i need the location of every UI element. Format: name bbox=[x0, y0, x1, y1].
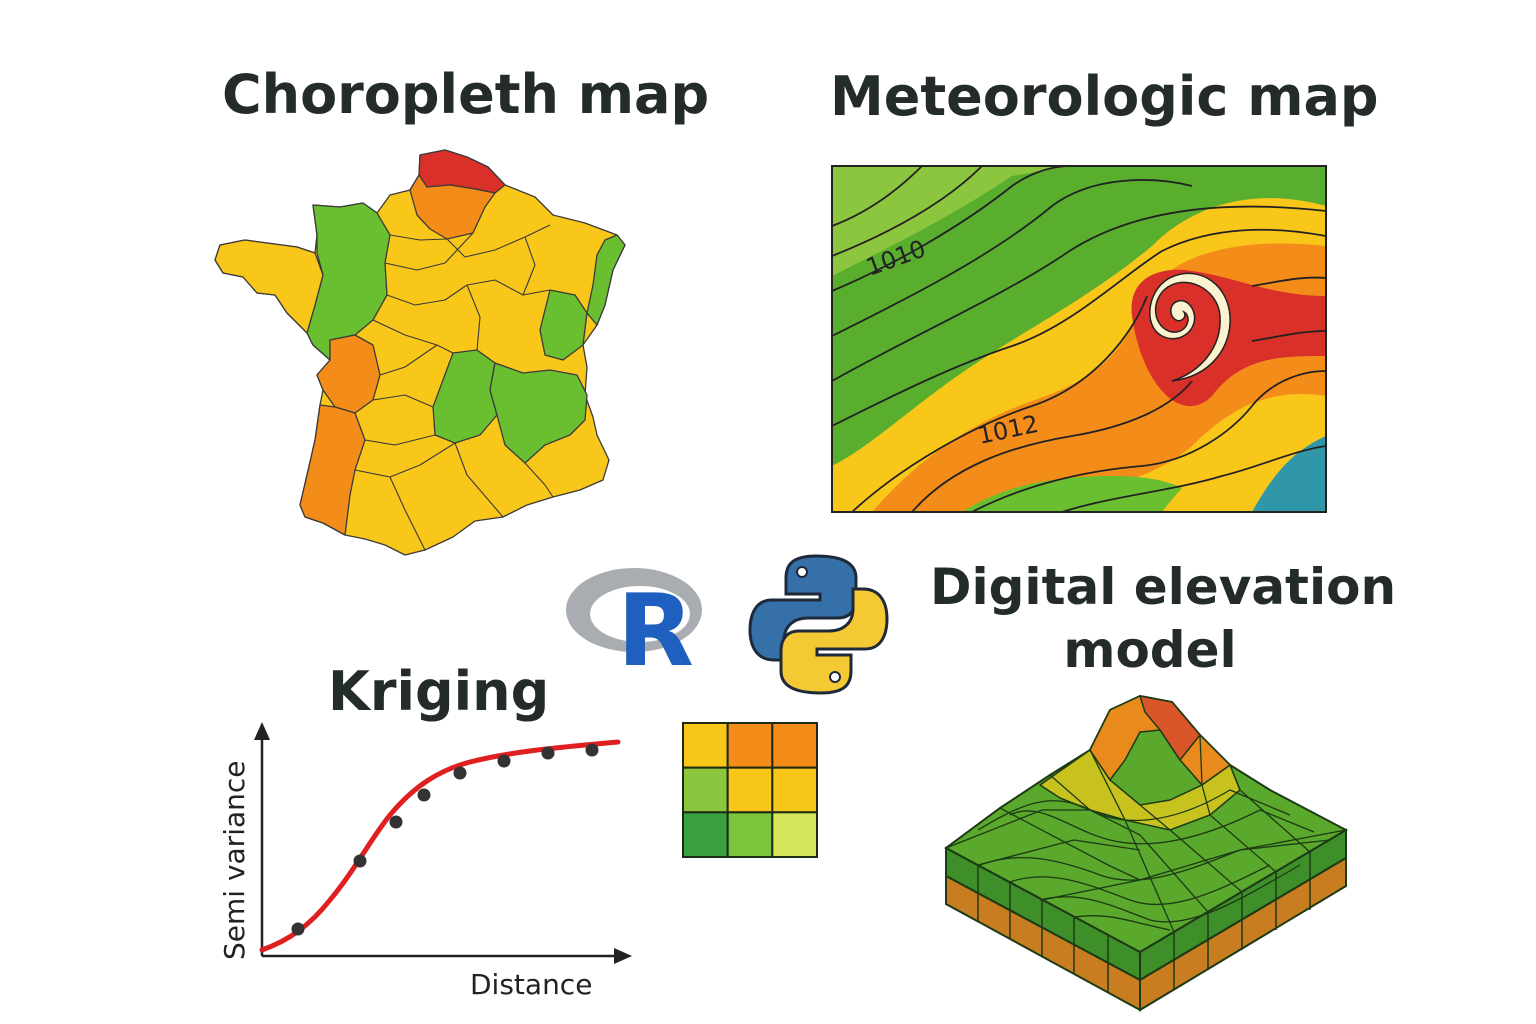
dem-title: Digital elevation model bbox=[930, 556, 1396, 681]
raster-cell bbox=[771, 811, 819, 859]
cyclone-swirl bbox=[1149, 272, 1231, 382]
meteo-corner-blue bbox=[1252, 436, 1326, 512]
meteorologic-title: Meteorologic map bbox=[830, 65, 1379, 128]
kriging-model-curve bbox=[259, 739, 621, 953]
meteo-band-green bbox=[832, 166, 1326, 466]
kriging-ylabel: Semi variance bbox=[218, 761, 251, 961]
kriging-point bbox=[541, 746, 555, 760]
kriging-point bbox=[417, 788, 431, 802]
region-east-green bbox=[539, 289, 588, 361]
kriging-point bbox=[497, 754, 511, 768]
raster-cell bbox=[682, 811, 729, 859]
dem-title-line2: model bbox=[1063, 620, 1237, 679]
region-picardie bbox=[409, 174, 496, 240]
raster-cell bbox=[771, 722, 819, 769]
meteo-bottom-green bbox=[962, 476, 1212, 512]
region-bretagne bbox=[214, 239, 324, 334]
r-logo-letter: R bbox=[617, 572, 694, 689]
kriging-title: Kriging bbox=[328, 660, 550, 723]
python-logo-yellow bbox=[779, 587, 889, 695]
meteorologic-map: 1010 1012 bbox=[831, 165, 1327, 513]
region-alsace bbox=[586, 234, 626, 326]
kriging-point bbox=[585, 743, 599, 757]
kriging-chart: Distance Semi variance bbox=[218, 722, 632, 1001]
raster-cell bbox=[726, 811, 774, 859]
region-aquitaine bbox=[299, 404, 366, 536]
dem-model bbox=[944, 694, 1349, 1012]
kriging-xlabel: Distance bbox=[470, 968, 592, 1001]
raster-cell bbox=[682, 766, 729, 814]
dem-peak-red bbox=[1138, 695, 1201, 762]
choropleth-title: Choropleth map bbox=[222, 63, 710, 126]
kriging-y-arrow bbox=[254, 722, 270, 740]
kriging-point bbox=[353, 854, 367, 868]
python-logo bbox=[748, 554, 889, 695]
kriging-x-arrow bbox=[614, 948, 632, 964]
dem-title-line1: Digital elevation bbox=[930, 558, 1397, 616]
kriging-point bbox=[291, 922, 305, 936]
kriging-points bbox=[291, 743, 599, 936]
raster-cell bbox=[771, 766, 819, 814]
raster-cell bbox=[726, 722, 774, 769]
isobar-1010 bbox=[832, 166, 1073, 292]
kriging-point bbox=[389, 815, 403, 829]
kriging-point bbox=[453, 766, 467, 780]
dem-right-side-soil bbox=[1139, 856, 1347, 1012]
choropleth-map bbox=[214, 149, 626, 556]
raster-cell bbox=[726, 766, 774, 814]
region-rhone-alpes bbox=[489, 362, 588, 464]
raster-grid bbox=[682, 722, 819, 859]
raster-cell bbox=[682, 722, 729, 769]
r-logo: R bbox=[566, 568, 702, 689]
region-auvergne bbox=[432, 349, 498, 444]
